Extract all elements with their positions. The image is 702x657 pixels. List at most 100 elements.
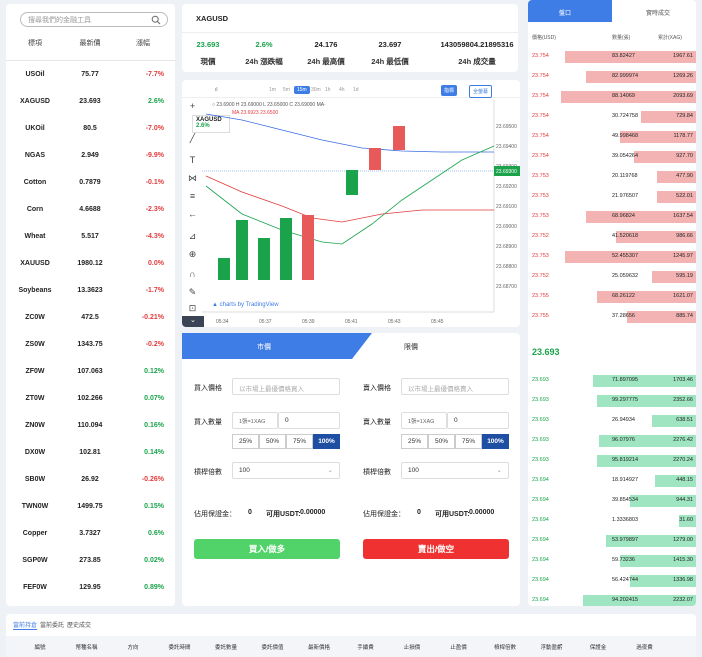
pattern-tool-icon[interactable]: ⋈	[188, 173, 197, 183]
buy-qty-input[interactable]: 0	[278, 412, 340, 429]
tab-market-order[interactable]: 市價	[257, 344, 271, 351]
tab-limit-order[interactable]: 限價	[404, 344, 418, 351]
ask-row[interactable]: 23.754 82.999974 1269.26	[528, 67, 696, 87]
tab-order-book[interactable]: 盤口	[559, 11, 572, 17]
bid-row[interactable]: 23.693 96.07976 2276.42	[528, 431, 696, 451]
buy-pct-75%[interactable]: 75%	[286, 434, 313, 449]
instrument-row[interactable]: SGP0W 273.85 0.02%	[6, 547, 175, 574]
instrument-row[interactable]: FEF0W 129.95 0.89%	[6, 574, 175, 601]
instrument-row[interactable]: TWN0W 1499.75 0.15%	[6, 493, 175, 520]
collapse-toolbar-button[interactable]: ⌄	[182, 316, 204, 327]
projection-tool-icon[interactable]: ≡	[189, 191, 196, 201]
indicator-button[interactable]: 指標	[441, 85, 458, 96]
bid-row[interactable]: 23.694 1.3336803 31.60	[528, 511, 696, 531]
timeframe-1d[interactable]: 1d	[353, 87, 359, 93]
buy-pct-50%[interactable]: 50%	[259, 434, 286, 449]
instrument-row[interactable]: UKOil 80.5 -7.0%	[6, 115, 175, 142]
sell-pct-75%[interactable]: 75%	[455, 434, 482, 449]
ask-row[interactable]: 23.753 52.455307 1245.97	[528, 247, 696, 267]
ask-row[interactable]: 23.754 30.724758 729.84	[528, 107, 696, 127]
instrument-change: -9.9%	[145, 152, 164, 159]
ask-row[interactable]: 23.752 41.520618 986.66	[528, 227, 696, 247]
timeframe-1m[interactable]: 1m	[269, 87, 276, 93]
instrument-row[interactable]: XAUUSD 1980.12 0.0%	[6, 250, 175, 277]
candlestick-chart[interactable]: 23.69500 23.69400 23.69300 23.69200 23.69100…	[182, 80, 520, 327]
timeframe-4h[interactable]: 4h	[339, 87, 345, 93]
buy-pct-100%[interactable]: 100%	[313, 434, 340, 449]
buy-submit-button[interactable]: 買入/做多	[194, 539, 340, 559]
instrument-row[interactable]: USOil 75.77 -7.7%	[6, 61, 175, 88]
sell-pct-25%[interactable]: 25%	[401, 434, 428, 449]
bid-row[interactable]: 23.694 59.73236 1415.30	[528, 551, 696, 571]
instrument-change: 0.89%	[144, 584, 164, 591]
buy-leverage-select[interactable]: 100 ⌄	[232, 462, 340, 479]
timeframe-15m[interactable]: 15m	[294, 86, 310, 94]
lock-icon[interactable]: ⊡	[188, 303, 197, 313]
y-axis-label: 23.68900	[496, 244, 517, 250]
instrument-row[interactable]: SB0W 26.92 -0.26%	[6, 466, 175, 493]
instrument-row[interactable]: ZS0W 1343.75 -0.2%	[6, 331, 175, 358]
ask-row[interactable]: 23.754 39.054264 927.70	[528, 147, 696, 167]
sell-leverage-select[interactable]: 100 ⌄	[401, 462, 509, 479]
bid-row[interactable]: 23.693 99.297775 2352.66	[528, 391, 696, 411]
ask-row[interactable]: 23.752 25.059632 595.19	[528, 267, 696, 287]
instrument-row[interactable]: DX0W 102.81 0.14%	[6, 439, 175, 466]
positions-tab[interactable]: 歷史成交	[67, 623, 92, 629]
timeframe-5m[interactable]: 5m	[283, 87, 290, 93]
bid-row[interactable]: 23.693 71.897095 1703.46	[528, 371, 696, 391]
buy-price-input[interactable]: 以市場上最優價格買入	[232, 378, 340, 395]
back-arrow-icon[interactable]: ←	[188, 209, 197, 219]
instrument-row[interactable]: ZT0W 102.266 0.07%	[6, 385, 175, 412]
ask-row[interactable]: 23.755 37.28656 885.74	[528, 307, 696, 327]
instrument-row[interactable]: NGAS 2.949 -9.9%	[6, 142, 175, 169]
bid-row[interactable]: 23.694 39.854534 944.31	[528, 491, 696, 511]
bid-row[interactable]: 23.693 95.819214 2270.24	[528, 451, 696, 471]
sell-submit-button[interactable]: 賣出/做空	[363, 539, 509, 559]
instrument-row[interactable]: ZN0W 110.094 0.16%	[6, 412, 175, 439]
bid-row[interactable]: 23.693 26.94934 638.51	[528, 411, 696, 431]
search-icon[interactable]	[151, 15, 161, 25]
measure-icon[interactable]: ⊿	[188, 231, 197, 241]
trendline-icon[interactable]: ╱	[189, 133, 196, 143]
instrument-row[interactable]: Copper 3.7327 0.6%	[6, 520, 175, 547]
pencil-icon[interactable]: ✎	[188, 287, 197, 297]
ask-row[interactable]: 23.755 68.26122 1621.07	[528, 287, 696, 307]
timeframe-1h[interactable]: 1h	[325, 87, 331, 93]
instrument-row[interactable]: Corn 4.6688 -2.3%	[6, 196, 175, 223]
instrument-row[interactable]: Cotton 0.7879 -0.1%	[6, 169, 175, 196]
zoom-icon[interactable]: ⊕	[188, 249, 197, 259]
positions-tab[interactable]: 當前持倉	[13, 620, 38, 630]
fullscreen-button[interactable]: 全螢幕	[469, 85, 493, 98]
buy-pct-25%[interactable]: 25%	[232, 434, 259, 449]
instrument-row[interactable]: Soybeans 13.3623 -1.7%	[6, 277, 175, 304]
bid-row[interactable]: 23.694 53.979897 1279.00	[528, 531, 696, 551]
instrument-row[interactable]: ZC0W 472.5 -0.21%	[6, 304, 175, 331]
instrument-row[interactable]: Wheat 5.517 -4.3%	[6, 223, 175, 250]
ask-row[interactable]: 23.754 49.998468 1178.77	[528, 127, 696, 147]
search-input[interactable]: 搜尋我們的金融工具	[20, 12, 168, 27]
instrument-row[interactable]: ZF0W 107.063 0.12%	[6, 358, 175, 385]
sell-pct-100%[interactable]: 100%	[482, 434, 509, 449]
y-axis-label: 23.69500	[496, 124, 517, 130]
ask-row[interactable]: 23.753 20.119768 477.90	[528, 167, 696, 187]
sell-price-input[interactable]: 以市場上最優價格賣入	[401, 378, 509, 395]
instrument-symbol: ZF0W	[25, 368, 45, 375]
crosshair-icon[interactable]: +	[189, 101, 196, 111]
tab-live-trades[interactable]: 實時成交	[646, 11, 671, 17]
instrument-row[interactable]: XAGUSD 23.693 2.6%	[6, 88, 175, 115]
ask-row[interactable]: 23.754 83.82427 1967.61	[528, 47, 696, 67]
ask-row[interactable]: 23.754 88.14069 2093.69	[528, 87, 696, 107]
chart-type-icon[interactable]: ıl	[215, 87, 218, 93]
text-tool-icon[interactable]: T	[189, 155, 196, 165]
bid-row[interactable]: 23.694 56.424744 1336.98	[528, 571, 696, 591]
ask-row[interactable]: 23.753 68.96824 1637.54	[528, 207, 696, 227]
ask-qty: 49.998468	[612, 133, 638, 139]
timeframe-30m[interactable]: 30m	[311, 87, 321, 93]
ask-row[interactable]: 23.753 21.976507 522.01	[528, 187, 696, 207]
sell-qty-input[interactable]: 0	[447, 412, 509, 429]
sell-pct-50%[interactable]: 50%	[428, 434, 455, 449]
positions-tab[interactable]: 當前委託	[40, 623, 65, 629]
bid-row[interactable]: 23.694 94.202415 2232.07	[528, 591, 696, 606]
magnet-icon[interactable]: ∩	[189, 269, 196, 279]
bid-row[interactable]: 23.694 18.914927 448.15	[528, 471, 696, 491]
